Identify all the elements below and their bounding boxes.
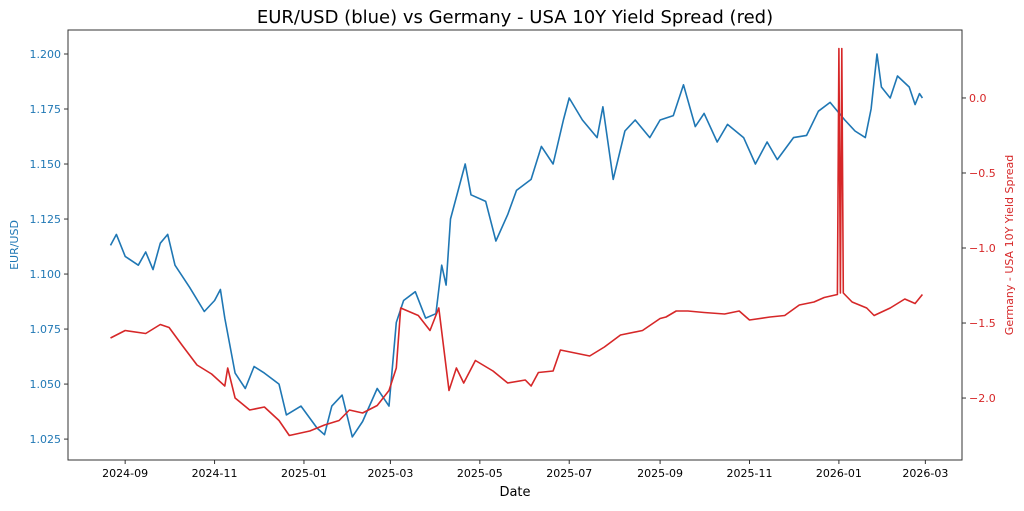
y-tick-label-right: −1.0 [969,242,996,255]
x-tick-label: 2026-01 [816,467,862,480]
x-axis-label: Date [499,485,530,500]
chart-title: EUR/USD (blue) vs Germany - USA 10Y Yiel… [257,7,773,28]
y-tick-label-left: 1.150 [30,158,62,171]
plot-frame [67,29,963,461]
x-tick-label: 2025-01 [281,467,327,480]
y-tick-label-left: 1.100 [30,268,62,281]
y-tick-label-left: 1.125 [30,213,62,226]
y-tick-label-left: 1.175 [30,103,62,116]
y-tick-label-left: 1.050 [30,378,62,391]
y-axis-label-right: Germany - USA 10Y Yield Spread [1003,155,1016,335]
eurusd-line [109,53,924,438]
x-tick-label: 2025-05 [457,467,503,480]
x-tick-label: 2024-09 [102,467,148,480]
x-tick-label: 2025-11 [727,467,773,480]
x-tick-label: 2025-07 [546,467,592,480]
x-tick-label: 2025-09 [637,467,683,480]
y-axis-label-left: EUR/USD [8,220,21,270]
y-tick-label-right: −0.5 [969,167,996,180]
y-tick-label-left: 1.075 [30,323,62,336]
y-tick-label-left: 1.025 [30,433,62,446]
y-tick-label-right: −1.5 [969,317,996,330]
yield-spread-line [110,47,924,437]
y-tick-label-left: 1.200 [30,48,62,61]
y-tick-label-right: 0.0 [969,92,987,105]
x-tick-label: 2025-03 [367,467,413,480]
x-tick-label: 2026-03 [902,467,948,480]
x-tick-label: 2024-11 [192,467,238,480]
y-tick-label-right: −2.0 [969,392,996,405]
